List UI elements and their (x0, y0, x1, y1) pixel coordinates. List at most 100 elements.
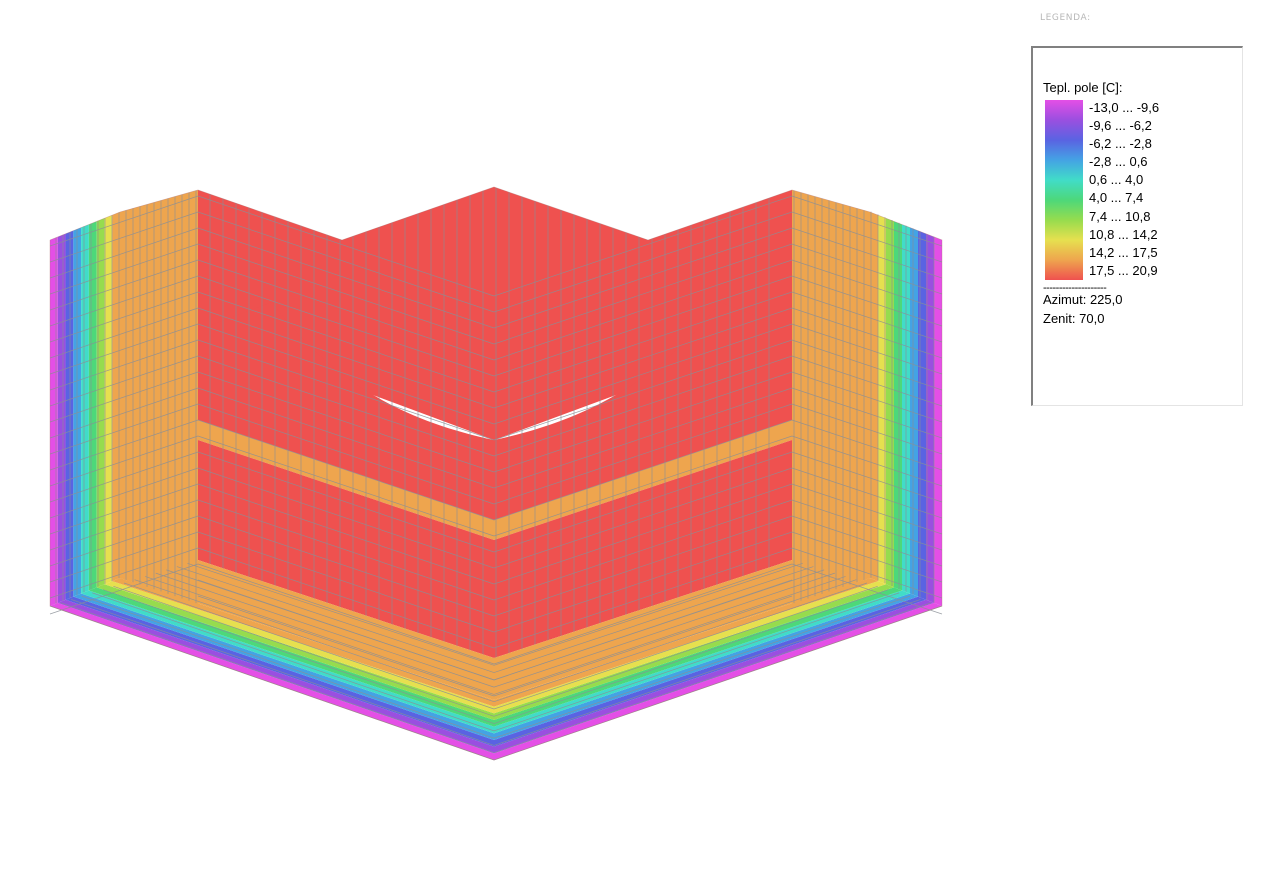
left-wall-band (88, 221, 97, 591)
mesh-line (197, 547, 495, 649)
mesh-line (493, 595, 910, 739)
mesh-line (197, 419, 495, 521)
right-wall-band (894, 221, 902, 591)
model-outline (49, 186, 943, 761)
mesh-line (49, 211, 199, 263)
outer-left-wall (50, 212, 120, 606)
legend-range-label: 17,5 ... 20,9 (1089, 262, 1158, 278)
mesh-line (791, 419, 943, 471)
mesh-line (791, 483, 943, 535)
mesh-line (145, 576, 495, 695)
mesh-line (49, 515, 199, 567)
mesh-line (493, 563, 793, 665)
mesh-line (197, 451, 495, 553)
legend-range-label: 0,6 ... 4,0 (1089, 172, 1144, 188)
mesh-line (493, 592, 900, 732)
thermal-field-3d-view[interactable] (0, 0, 1000, 868)
legend-range-label: 14,2 ... 17,5 (1089, 244, 1158, 260)
left-orange-panel (120, 190, 198, 604)
mesh-line (49, 355, 199, 407)
mesh-line (493, 259, 793, 361)
legend-range-item: -13,0 ... -9,6 (1089, 99, 1159, 117)
mesh-line (791, 467, 943, 519)
mesh-line (197, 259, 495, 361)
mesh-line (791, 195, 943, 247)
mesh-line (493, 572, 835, 688)
mesh-line (791, 211, 943, 263)
mesh-line (791, 547, 943, 599)
mesh-line (102, 589, 495, 724)
mesh-line (197, 371, 495, 473)
legend-range-item: 14,2 ... 17,5 (1089, 244, 1159, 262)
legend-range-item: -9,6 ... -6,2 (1089, 117, 1159, 135)
mesh-line (493, 451, 793, 553)
left-wall-band (81, 224, 89, 594)
front-block-right (494, 440, 792, 658)
right-wall-band (878, 215, 886, 585)
mesh-line (49, 307, 199, 359)
mesh-line (493, 307, 793, 409)
mesh-line (60, 602, 495, 754)
mesh-line (493, 515, 793, 617)
mesh-line (197, 195, 495, 297)
mesh-line (197, 291, 495, 393)
mesh-line (49, 387, 199, 439)
mesh-line (493, 435, 793, 537)
mesh-line (197, 515, 495, 617)
mesh-line (493, 599, 921, 746)
legend-range-list: -13,0 ... -9,6 -9,6 ... -6,2 -6,2 ... -2,8… (1089, 99, 1159, 280)
mesh-line (197, 483, 495, 585)
legend-range-label: -13,0 ... -9,6 (1089, 100, 1160, 115)
mesh-line (123, 582, 495, 710)
mesh-line (791, 403, 943, 455)
mesh-line (493, 403, 793, 505)
mesh-line (493, 291, 793, 393)
legend-azimut: Azimut: 225,0 (1043, 292, 1123, 307)
mesh-line (493, 243, 793, 345)
legend-range-item: 7,4 ... 10,8 (1089, 208, 1159, 226)
mesh-line (791, 291, 943, 343)
legend-range-label: -2,8 ... 0,6 (1089, 154, 1148, 170)
mesh-line (493, 589, 889, 724)
mesh-line (493, 566, 814, 673)
mesh-line (197, 435, 495, 537)
mesh-line (791, 323, 943, 375)
legend-color-scale (1045, 100, 1083, 280)
mesh-line (197, 499, 495, 601)
mesh-line (197, 403, 495, 505)
mesh-line (176, 566, 495, 673)
mesh-line (49, 403, 199, 455)
mesh-line (49, 259, 199, 311)
mesh-line (791, 515, 943, 567)
mesh-line (166, 569, 495, 681)
left-wall-band (96, 218, 105, 588)
mesh-line (49, 291, 199, 343)
mesh-line (197, 531, 495, 633)
mesh-line (49, 371, 199, 423)
legend-separator: -------------------- (1043, 282, 1107, 294)
left-wall-band (104, 215, 113, 585)
mesh-line (493, 499, 793, 601)
mesh-line (493, 387, 793, 489)
legend-range-item: 17,5 ... 20,9 (1089, 262, 1159, 280)
mesh-line (197, 323, 495, 425)
mesh-line (791, 371, 943, 423)
back-wall-left (198, 187, 494, 440)
mesh-line (493, 275, 793, 377)
mesh-line (791, 531, 943, 583)
legend-range-label: 10,8 ... 14,2 (1089, 226, 1158, 242)
mesh-line (197, 243, 495, 345)
mesh-line (791, 355, 943, 407)
legend-range-label: -9,6 ... -6,2 (1089, 118, 1152, 134)
mesh-line (49, 195, 199, 247)
mesh-line (493, 195, 793, 297)
legend-zenit: Zenit: 70,0 (1043, 311, 1105, 326)
mesh-line (197, 211, 495, 313)
legend-range-item: -6,2 ... -2,8 (1089, 135, 1159, 153)
mesh-line (493, 339, 793, 441)
mesh-line (493, 323, 793, 425)
mesh-line (92, 592, 495, 732)
mesh-line (49, 531, 199, 583)
front-block-left (198, 440, 494, 658)
legend-panel: Tepl. pole [C]: -13,0 ... -9,6 -9,6 ... -… (1031, 46, 1243, 406)
